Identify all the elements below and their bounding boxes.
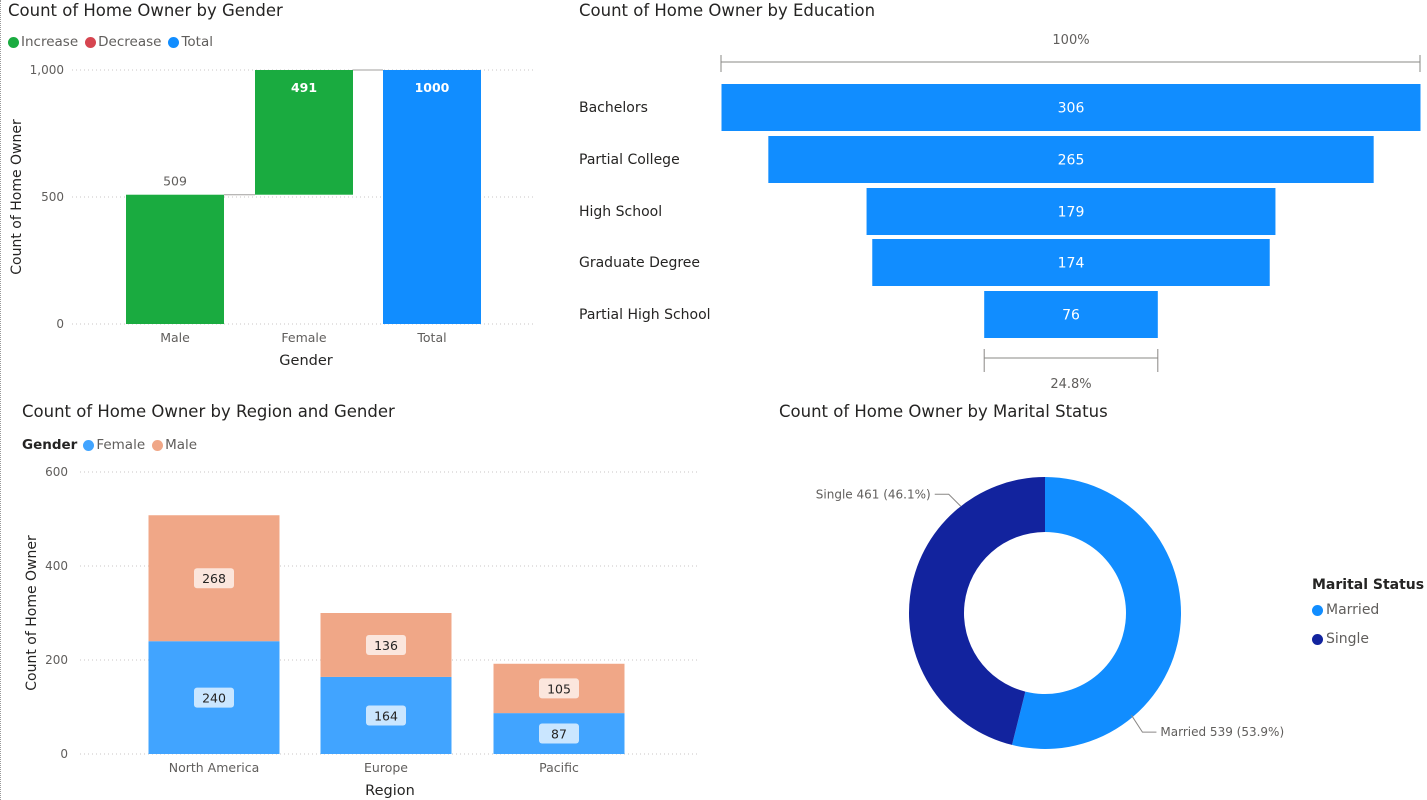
donut-data-label-married: Married 539 (53.9%) (1160, 725, 1284, 739)
education-chart-title: Count of Home Owner by Education (579, 1, 876, 20)
region-x-tick-label: Europe (364, 760, 408, 775)
funnel-bar-4[interactable] (984, 291, 1158, 338)
region-label-box (194, 687, 234, 708)
education-funnel-panel[interactable]: Count of Home Owner by Education 100% 24… (570, 0, 1427, 395)
legend-item-female[interactable]: Female (83, 437, 145, 453)
circle-dot-icon (152, 439, 164, 451)
gender-waterfall-panel[interactable]: Count of Home Owner by Gender Increase D… (0, 0, 560, 385)
gender-y-tick-label: 0 (56, 317, 64, 331)
gender-x-axis-title: Gender (279, 353, 332, 369)
marital-chart-title: Count of Home Owner by Marital Status (779, 402, 1108, 421)
donut-slice-single[interactable] (909, 477, 1045, 745)
funnel-category-label: Partial High School (579, 307, 711, 323)
funnel-bottom-bracket (983, 349, 1159, 372)
region-y-tick-label: 0 (60, 747, 68, 761)
region-label-box (194, 568, 234, 589)
region-x-tick-label: Pacific (539, 760, 579, 775)
region-data-label: 136 (374, 638, 398, 653)
marital-donut-panel[interactable]: Count of Home Owner by Marital Status Ma… (720, 400, 1427, 800)
gender-x-tick-label: Total (416, 330, 446, 345)
funnel-category-label: Graduate Degree (579, 255, 700, 271)
funnel-top-percent: 100% (1052, 33, 1089, 48)
gender-bar-male[interactable] (126, 194, 224, 324)
region-data-label: 268 (202, 571, 226, 586)
region-label-box (539, 678, 579, 699)
gender-chart-legend[interactable]: Increase Decrease Total (8, 34, 220, 50)
marital-donut-svg: Married 539 (53.9%) Single 461 (46.1%) (816, 477, 1284, 749)
legend-label-female: Female (96, 437, 146, 453)
gender-waterfall-svg: Count of Home Owner Gender 0 500 1,000 509 M… (9, 63, 533, 369)
region-stacked-svg: Count of Home Owner Region 0 200 400 600 240… (24, 465, 700, 799)
left-edge-divider (0, 0, 1, 800)
region-label-box (366, 705, 406, 726)
funnel-bar-3[interactable] (872, 239, 1270, 286)
legend-item-male[interactable]: Male (152, 437, 197, 453)
legend-label-single: Single (1326, 631, 1370, 647)
region-label-box (366, 634, 406, 655)
region-x-axis-title: Region (365, 783, 415, 799)
region-data-label: 240 (202, 691, 226, 706)
marital-legend[interactable]: Marital Status Married Single (1312, 577, 1424, 660)
funnel-data-label: 76 (1062, 308, 1080, 324)
circle-dot-icon (168, 36, 180, 48)
region-y-tick-label: 600 (45, 465, 68, 479)
circle-dot-icon (1312, 633, 1323, 645)
education-funnel-svg: 100% 24.8% 306 Bachelors 265 Partial Colleg… (579, 33, 1421, 392)
legend-item-married[interactable]: Married (1312, 602, 1424, 618)
region-stacked-panel[interactable]: Count of Home Owner by Region and Gender… (0, 400, 720, 800)
region-x-tick-label: North America (169, 760, 260, 775)
gender-data-label: 491 (291, 80, 317, 95)
funnel-category-label: Bachelors (579, 100, 648, 116)
funnel-bar-2[interactable] (866, 188, 1276, 235)
legend-item-decrease[interactable]: Decrease (85, 34, 161, 50)
circle-dot-icon (83, 439, 95, 451)
donut-data-label-single: Single 461 (46.1%) (816, 487, 931, 501)
legend-label-male: Male (165, 437, 198, 453)
legend-label-married: Married (1326, 602, 1380, 618)
funnel-data-label: 265 (1058, 153, 1085, 169)
legend-label-increase: Increase (21, 34, 79, 50)
funnel-data-label: 179 (1058, 205, 1085, 221)
legend-label-total: Total (181, 34, 213, 50)
legend-item-increase[interactable]: Increase (8, 34, 78, 50)
gender-y-tick-label: 1,000 (30, 63, 64, 77)
region-label-box (539, 723, 579, 744)
region-data-label: 164 (374, 708, 398, 723)
funnel-data-label: 174 (1058, 256, 1085, 272)
legend-label-decrease: Decrease (98, 34, 162, 50)
region-legend-title: Gender (22, 437, 78, 453)
donut-leader-married (1131, 714, 1157, 733)
legend-item-total[interactable]: Total (168, 34, 213, 50)
region-y-tick-label: 200 (45, 653, 68, 667)
gender-y-tick-label: 500 (41, 190, 64, 204)
donut-leader-single (934, 493, 962, 507)
funnel-data-label: 306 (1058, 101, 1085, 117)
gender-chart-title: Count of Home Owner by Gender (8, 1, 283, 20)
gender-bar-female[interactable] (255, 70, 353, 195)
funnel-category-label: Partial College (579, 152, 680, 168)
region-y-axis-title: Count of Home Owner (24, 535, 40, 691)
legend-item-single[interactable]: Single (1312, 631, 1424, 647)
marital-legend-title: Marital Status (1312, 577, 1425, 593)
gender-data-label: 1000 (415, 80, 450, 95)
circle-dot-icon (85, 36, 97, 48)
funnel-bar-0[interactable] (721, 84, 1421, 131)
region-chart-legend[interactable]: Gender Female Male (22, 437, 204, 453)
region-y-tick-label: 400 (45, 559, 68, 573)
funnel-top-bracket (720, 55, 1421, 72)
region-data-label: 87 (551, 727, 567, 742)
circle-dot-icon (1312, 604, 1323, 616)
funnel-bar-1[interactable] (768, 136, 1374, 183)
region-chart-title: Count of Home Owner by Region and Gender (22, 402, 395, 421)
gender-x-tick-label: Male (160, 330, 190, 345)
region-data-label: 105 (547, 681, 571, 696)
gender-data-label: 509 (163, 174, 187, 189)
funnel-category-label: High School (579, 204, 662, 220)
donut-slice-married[interactable] (1012, 477, 1181, 749)
gender-y-axis-title: Count of Home Owner (9, 119, 25, 275)
funnel-bottom-percent: 24.8% (1050, 377, 1091, 392)
gender-x-tick-label: Female (281, 330, 327, 345)
circle-dot-icon (8, 36, 19, 48)
gender-bar-total[interactable] (383, 70, 481, 324)
